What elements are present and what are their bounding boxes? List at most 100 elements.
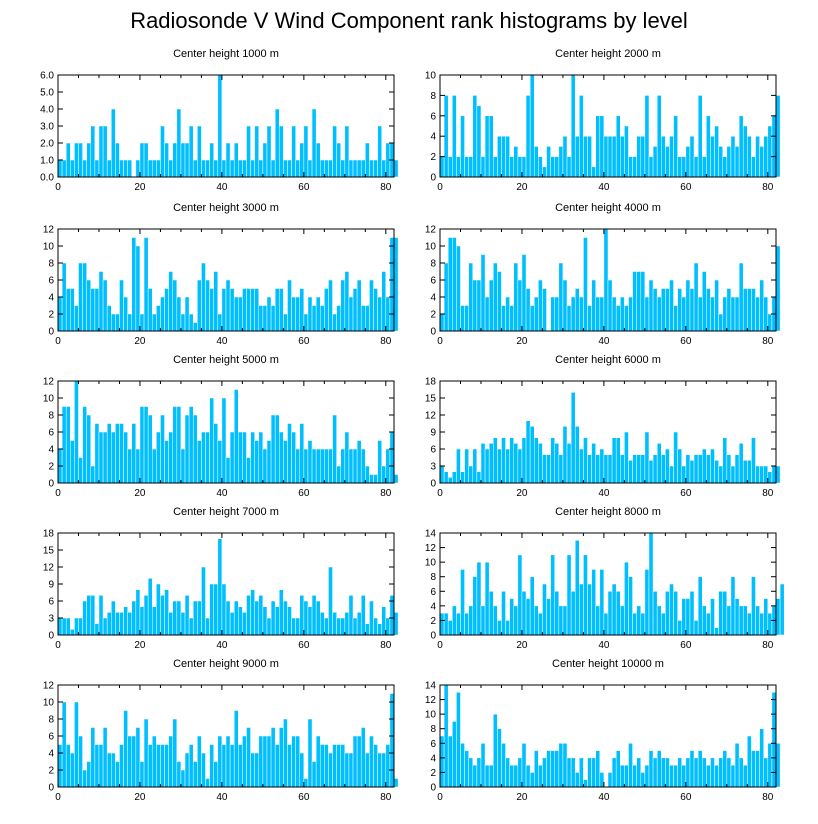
x-tick-label: 0	[55, 488, 61, 499]
histogram-bar	[164, 440, 169, 484]
histogram-bar	[710, 757, 715, 788]
histogram-bar	[775, 245, 781, 332]
histogram-bar	[356, 159, 362, 178]
histogram-bar	[299, 288, 305, 332]
histogram-bar	[542, 757, 547, 788]
histogram-bar	[319, 744, 325, 788]
histogram-bar	[176, 296, 182, 332]
histogram-bar	[554, 443, 560, 484]
histogram-bar	[123, 296, 128, 332]
y-tick-label: 10	[425, 710, 437, 721]
histogram-bar	[348, 159, 354, 178]
histogram-bar	[283, 159, 288, 178]
histogram-bar	[644, 569, 650, 636]
histogram-bar	[673, 431, 678, 484]
histogram-bar	[90, 288, 96, 332]
panel-title: Center height 9000 m	[173, 658, 279, 670]
y-tick-label: 6.0	[40, 71, 54, 82]
histogram-bar	[632, 612, 637, 636]
histogram-bar	[197, 600, 202, 636]
histogram-bar	[340, 744, 346, 788]
histogram-bar	[652, 454, 658, 484]
histogram-bar	[689, 591, 695, 636]
histogram-bar	[201, 431, 206, 484]
histogram-bar	[127, 448, 133, 484]
histogram-bar	[570, 757, 576, 788]
y-tick-label: 0	[48, 327, 54, 338]
histogram-bar	[315, 600, 321, 636]
histogram-bar	[332, 612, 337, 636]
histogram-bar	[106, 159, 112, 178]
histogram-bar	[673, 115, 678, 178]
histogram-bar	[759, 612, 764, 636]
histogram-bar	[615, 115, 621, 178]
y-tick-label: 2	[48, 766, 54, 777]
histogram-bar	[636, 605, 642, 636]
histogram-bar	[295, 735, 301, 788]
histogram-bar	[78, 735, 83, 788]
histogram-bar	[493, 262, 498, 332]
histogram-bar	[706, 288, 711, 332]
histogram-bar	[714, 764, 719, 788]
histogram-bar	[188, 313, 194, 332]
y-tick-label: 5.0	[40, 88, 54, 99]
histogram-bar	[295, 296, 301, 332]
histogram-bar	[636, 757, 642, 788]
y-tick-label: 6	[48, 732, 54, 743]
x-tick-label: 60	[298, 182, 310, 193]
histogram-bar	[65, 288, 71, 332]
y-tick-label: 12	[43, 563, 55, 574]
histogram-bar	[685, 598, 691, 636]
histogram-bar	[456, 448, 461, 484]
histogram-bar	[562, 279, 568, 332]
plot-frame	[439, 532, 777, 636]
histogram-bar	[184, 142, 190, 178]
y-tick-label: 2	[48, 462, 54, 473]
histogram-bar	[168, 431, 173, 484]
histogram-bar	[78, 457, 83, 484]
histogram-bar	[611, 296, 617, 332]
histogram-bar	[722, 750, 728, 788]
histogram-bar	[360, 448, 366, 484]
histogram-bar	[74, 305, 79, 332]
histogram-bar	[262, 142, 268, 178]
histogram-bar	[74, 380, 79, 484]
histogram-bar	[279, 589, 284, 636]
histogram-bar	[525, 420, 531, 484]
histogram-bar	[151, 313, 157, 332]
histogram-bar	[673, 305, 678, 332]
histogram-bar	[513, 764, 519, 788]
histogram-bar	[521, 437, 527, 484]
y-tick-label: 2	[430, 768, 436, 779]
histogram-bar	[521, 743, 527, 788]
histogram-bar	[233, 600, 239, 636]
panel-title: Center height 5000 m	[173, 354, 279, 366]
histogram-bar	[472, 764, 478, 788]
histogram-bar	[624, 305, 629, 332]
histogram-bar	[710, 135, 715, 178]
histogram-bar	[591, 443, 596, 484]
histogram-bar	[340, 448, 346, 484]
histogram-bar	[274, 288, 280, 332]
histogram-bar	[443, 612, 449, 636]
histogram-bar	[595, 605, 601, 636]
x-tick-label: 20	[516, 182, 528, 193]
histogram-bar	[566, 305, 572, 332]
y-tick-label: 18	[425, 377, 437, 388]
histogram-bar	[102, 727, 108, 788]
histogram-bar	[209, 397, 214, 484]
histogram-bar	[529, 426, 535, 484]
histogram-bar	[201, 262, 206, 332]
histogram-bar	[61, 159, 67, 178]
y-tick-label: 6	[430, 445, 436, 456]
histogram-bar	[164, 589, 169, 636]
histogram-bar	[262, 606, 268, 636]
histogram-bar	[681, 764, 687, 788]
histogram-bar	[497, 620, 502, 636]
histogram-bar	[242, 612, 247, 636]
histogram-bar	[356, 612, 362, 636]
histogram-bar	[176, 600, 182, 636]
histogram-bar	[620, 605, 625, 636]
y-tick-label: 9	[430, 428, 436, 439]
histogram-bar	[591, 279, 596, 332]
